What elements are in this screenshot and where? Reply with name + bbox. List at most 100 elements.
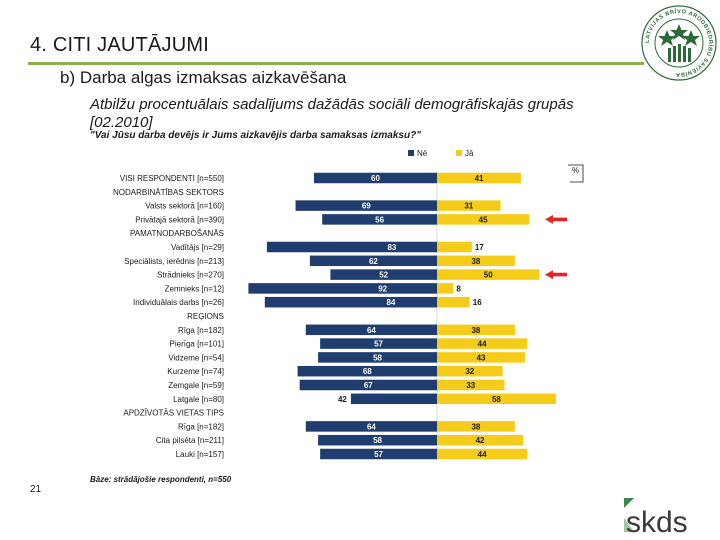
value-label-ja: 17 <box>475 243 484 252</box>
bar-ne <box>295 200 437 211</box>
row-label: Zemgale [n=59] <box>168 381 224 390</box>
bar-ne <box>318 352 437 363</box>
bar-ne <box>299 379 437 391</box>
bar-ne <box>320 448 437 460</box>
row-label: Latgale [n=80] <box>173 395 224 404</box>
row-label: Rīga [n=182] <box>178 422 224 431</box>
page-number: 21 <box>30 484 42 495</box>
value-label-ne: 69 <box>362 202 371 211</box>
value-label-ne: 92 <box>378 284 387 293</box>
value-label-ja: 31 <box>464 202 473 211</box>
value-label-ne: 52 <box>379 271 388 280</box>
highlight-arrow-icon <box>545 214 567 224</box>
bar-ne <box>266 241 437 253</box>
value-label-ja: 33 <box>466 381 475 390</box>
value-label-ne: 62 <box>369 257 378 266</box>
lbas-logo-icon: LATVIJAS BRĪVO ARODBIEDRĪBU SAVIENĪBA <box>641 5 717 81</box>
value-label-ja: 38 <box>471 326 480 335</box>
bar-ja <box>437 324 515 336</box>
row-label: Valsts sektorā [n=160] <box>145 202 224 211</box>
group-header: APDZĪVOTĀS VIETAS TIPS <box>123 409 224 418</box>
bar-ne <box>297 365 437 377</box>
slide-subtitle: b) Darba algas izmaksas aizkavēšana <box>60 68 347 87</box>
bar-ja <box>437 255 515 267</box>
value-label-ja: 8 <box>456 284 461 293</box>
bar-ne <box>305 324 437 336</box>
value-label-ja: 44 <box>478 340 487 349</box>
bar-ja <box>437 365 503 377</box>
bar-ne <box>305 421 437 432</box>
value-label-ja: 38 <box>471 257 480 266</box>
row-label: Strādnieks [n=270] <box>157 271 224 280</box>
value-label-ja: 43 <box>477 353 486 362</box>
bar-ne <box>320 338 437 349</box>
group-header: REĢIONS <box>187 312 224 321</box>
value-label-ja: 38 <box>471 422 480 431</box>
survey-period: [02.2010] <box>90 114 153 131</box>
value-label-ne: 58 <box>373 353 382 362</box>
bar-ja <box>437 434 524 446</box>
row-label: Speciālists, ierēdnis [n=213] <box>124 257 224 266</box>
highlight-arrow-icon <box>545 270 567 280</box>
group-header: NODARBINĀTĪBAS SEKTORS <box>113 188 224 197</box>
row-label: Cita pilsēta [n=211] <box>156 436 224 445</box>
value-label-ne: 42 <box>338 395 347 404</box>
bar-ne <box>318 434 437 446</box>
page-title: 4. CITI JAUTĀJUMI <box>30 34 209 56</box>
bar-ne <box>309 255 437 267</box>
row-label: Rīga [n=182] <box>178 326 224 335</box>
row-label: Privātajā sektorā [n=390] <box>135 215 224 224</box>
bar-ja <box>437 393 556 405</box>
value-label-ne: 58 <box>373 436 382 445</box>
row-label: Individuālais darbs [n=26] <box>133 298 224 307</box>
row-label: VISI RESPONDENTI [n=550] <box>120 174 224 183</box>
row-label: Zemnieks [n=12] <box>165 284 224 293</box>
title-underline <box>28 62 644 65</box>
bar-ja <box>437 172 522 184</box>
bar-ja <box>437 448 528 460</box>
bar-ja <box>437 352 526 363</box>
chart-legend: Nē Jā <box>408 149 474 158</box>
value-label-ja: 58 <box>492 395 501 404</box>
value-label-ja: 50 <box>484 271 493 280</box>
bar-ja <box>437 214 530 225</box>
value-label-ne: 57 <box>374 450 383 459</box>
row-label: Lauki [n=157] <box>176 450 224 459</box>
legend-label: Jā <box>465 149 474 158</box>
legend-swatch <box>456 150 462 156</box>
value-label-ja: 16 <box>473 298 482 307</box>
row-label: Pierīga [n=101] <box>170 340 224 349</box>
bar-ja <box>437 421 515 432</box>
group-header: PAMATNODARBOŠANĀS <box>130 229 224 238</box>
value-label-ne: 68 <box>363 367 372 376</box>
bar-ja <box>437 338 528 349</box>
bar-ne <box>322 214 437 225</box>
bar-ne <box>248 283 437 294</box>
skds-logo-icon: skds <box>624 498 688 536</box>
value-label-ne: 84 <box>386 298 395 307</box>
row-label: Vidzeme [n=54] <box>168 353 224 362</box>
value-label-ne: 64 <box>367 422 376 431</box>
skds-brand: skds <box>626 506 688 536</box>
legend-swatch <box>408 150 414 156</box>
value-label-ja: 41 <box>475 174 484 183</box>
value-label-ne: 83 <box>387 243 396 252</box>
percent-bracket: % <box>568 164 584 183</box>
value-label-ne: 67 <box>364 381 373 390</box>
value-label-ne: 64 <box>367 326 376 335</box>
row-label: Vadītājs [n=29] <box>171 243 224 252</box>
legend-label: Nē <box>417 149 428 158</box>
bar-ne <box>264 296 437 308</box>
base-note: Bāze: strādājošie respondenti, n=550 <box>90 475 232 484</box>
value-label-ne: 60 <box>371 174 380 183</box>
survey-question: "Vai Jūsu darba devējs ir Jums aizkavēji… <box>90 130 421 141</box>
bar-ja <box>437 283 454 294</box>
row-label: Kurzeme [n=74] <box>167 367 224 376</box>
bar-ja <box>437 241 472 253</box>
value-label-ja: 32 <box>465 367 474 376</box>
value-label-ne: 56 <box>375 215 384 224</box>
bar-ne <box>314 172 437 184</box>
value-label-ja: 45 <box>479 215 488 224</box>
value-label-ne: 57 <box>374 340 383 349</box>
